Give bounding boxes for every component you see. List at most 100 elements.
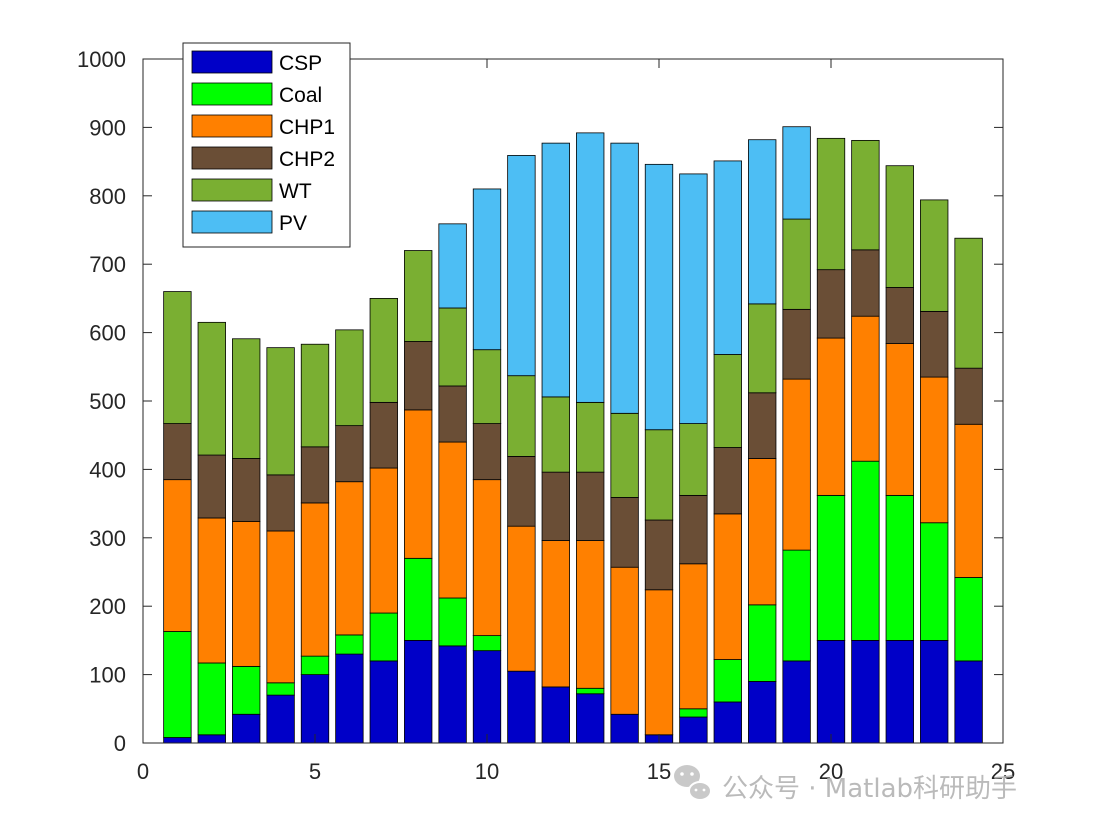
bar-chp2-13 (576, 471, 605, 541)
bar-coal-3 (232, 665, 261, 715)
bar-coal-4 (266, 682, 295, 696)
bar-coal-18 (748, 604, 777, 682)
bar-coal-7 (369, 612, 398, 662)
x-tick-label: 25 (991, 759, 1015, 784)
bar-chp2-17 (713, 447, 742, 515)
bar-chp1-21 (851, 315, 880, 462)
bar-coal-5 (300, 655, 330, 676)
bar-csp-21 (851, 640, 880, 744)
legend-swatch-chp2 (191, 146, 273, 170)
bar-wt-3 (232, 338, 261, 459)
bar-chp2-5 (300, 446, 330, 504)
bar-coal-21 (851, 460, 880, 641)
bar-wt-2 (197, 321, 226, 456)
bar-chp1-12 (541, 540, 570, 688)
bar-csp-11 (507, 670, 536, 744)
bar-csp-10 (472, 650, 502, 744)
bar-pv-14 (610, 142, 639, 414)
bar-chp2-9 (438, 385, 467, 443)
bar-chp2-7 (369, 401, 398, 469)
bar-wt-7 (369, 297, 398, 403)
bar-chp1-17 (713, 513, 742, 660)
bar-chp1-4 (266, 530, 295, 684)
bar-pv-17 (713, 160, 742, 355)
bar-coal-10 (472, 635, 502, 652)
bar-csp-13 (576, 693, 605, 744)
y-tick-label: 1000 (77, 47, 126, 72)
y-tick-label: 0 (114, 731, 126, 756)
watermark-text: 公众号 · Matlab科研助手 (722, 774, 1017, 804)
bar-coal-16 (679, 708, 708, 718)
bar-coal-1 (163, 631, 192, 738)
y-axis: 0 100 200 300 400 500 600 700 800 900 1000 (77, 47, 1003, 756)
y-tick-label: 300 (89, 526, 126, 551)
bar-csp-8 (404, 640, 433, 744)
bar-coal-8 (404, 557, 433, 641)
bar-chp1-24 (954, 423, 983, 578)
bar-csp-23 (920, 640, 949, 744)
legend-swatch-chp1 (191, 114, 273, 138)
bar-wt-12 (541, 396, 570, 473)
bar-chp2-21 (851, 249, 880, 317)
x-tick-label: 5 (309, 759, 321, 784)
y-tick-label: 500 (89, 389, 126, 414)
wechat-icon (674, 765, 712, 801)
bar-chp1-9 (438, 441, 467, 599)
bar-chp1-1 (163, 479, 192, 632)
bar-wt-8 (404, 250, 433, 342)
bar-chp1-7 (369, 467, 398, 614)
bar-pv-11 (507, 155, 536, 377)
bar-chp2-20 (816, 269, 846, 339)
y-tick-label: 400 (89, 457, 126, 482)
bar-chp2-6 (335, 425, 364, 483)
legend-swatch-coal (191, 82, 273, 106)
bar-csp-18 (748, 681, 777, 744)
legend-swatch-wt (191, 178, 273, 202)
bar-csp-9 (438, 645, 467, 744)
bar-coal-9 (438, 597, 467, 647)
bar-csp-6 (335, 653, 364, 744)
bar-chp2-16 (679, 494, 708, 565)
bar-chp1-6 (335, 481, 364, 636)
bar-coal-19 (782, 549, 811, 662)
bar-csp-19 (782, 660, 811, 744)
bar-pv-12 (541, 142, 570, 398)
bar-csp-2 (197, 734, 226, 744)
x-tick-label: 10 (475, 759, 499, 784)
bar-coal-20 (816, 494, 846, 641)
bar-chp1-23 (920, 376, 949, 524)
bar-wt-13 (576, 401, 605, 473)
legend-swatch-pv (191, 210, 273, 234)
bar-wt-11 (507, 375, 536, 457)
bar-chp1-11 (507, 525, 536, 672)
bar-chp2-10 (472, 423, 502, 481)
bar-chp2-14 (610, 497, 639, 568)
bar-pv-10 (472, 188, 502, 351)
bar-wt-15 (644, 429, 674, 521)
y-tick-label: 600 (89, 321, 126, 346)
y-tick-label: 800 (89, 184, 126, 209)
bar-csp-4 (266, 694, 295, 744)
bar-coal-22 (885, 494, 914, 641)
bar-wt-10 (472, 349, 502, 424)
bar-chp2-23 (920, 310, 949, 378)
x-axis: 0 5 10 15 20 25 (137, 59, 1015, 784)
bar-csp-1 (163, 737, 192, 744)
bar-csp-7 (369, 660, 398, 744)
bar-wt-4 (266, 347, 295, 476)
bar-wt-23 (920, 199, 949, 312)
bar-wt-14 (610, 412, 639, 498)
bar-pv-16 (679, 173, 708, 424)
bar-pv-15 (644, 163, 674, 431)
y-tick-label: 900 (89, 115, 126, 140)
bar-chp1-20 (816, 337, 846, 496)
bar-coal-23 (920, 522, 949, 641)
bar-csp-12 (541, 686, 570, 744)
bar-chp1-8 (404, 409, 433, 559)
bar-chp2-4 (266, 474, 295, 532)
bar-csp-16 (679, 716, 708, 744)
bar-coal-2 (197, 662, 226, 736)
legend-label-chp1: CHP1 (279, 116, 335, 139)
legend-label-csp: CSP (279, 52, 322, 75)
